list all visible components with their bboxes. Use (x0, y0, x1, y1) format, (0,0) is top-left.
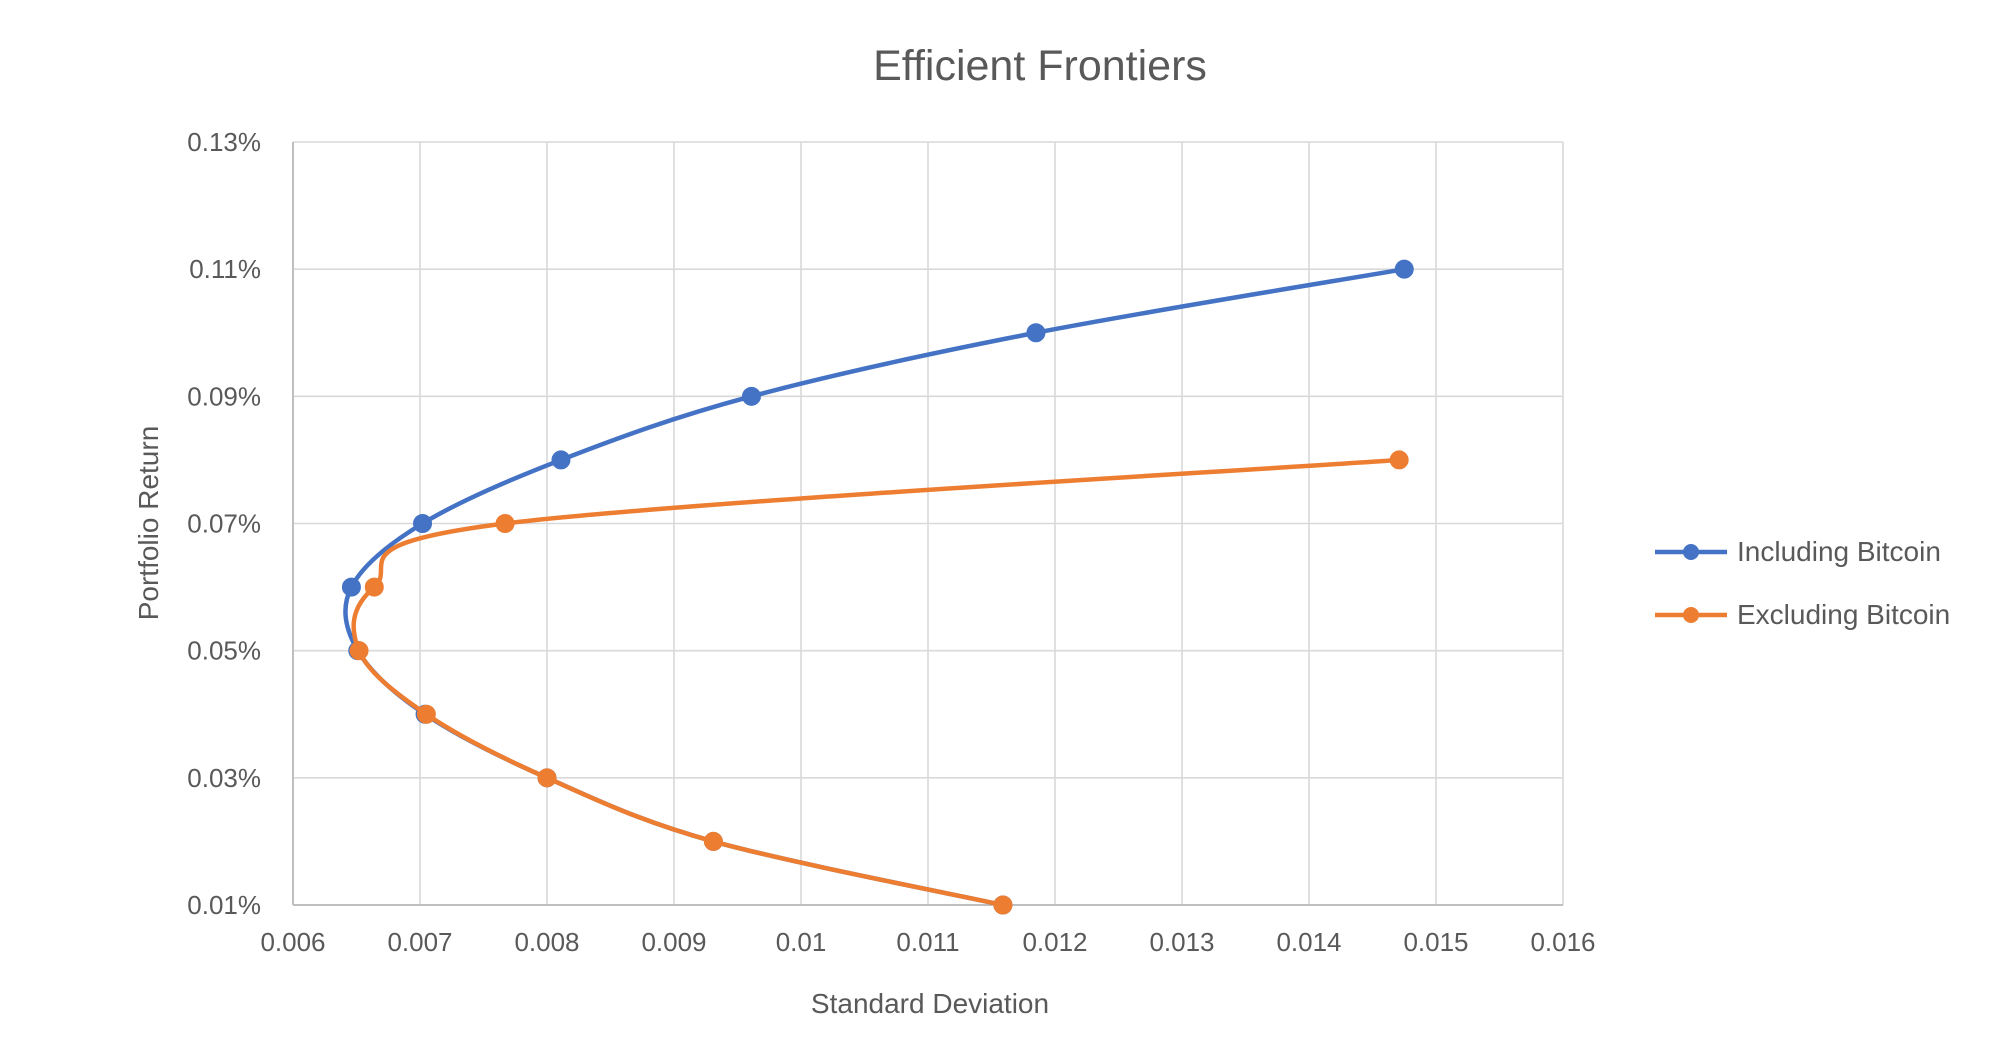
legend-item: Including Bitcoin (1655, 536, 1941, 567)
axes: 0.006 0.007 0.008 0.009 0.01 0.011 0.012 0.013 0… (187, 127, 1595, 957)
x-tick-label: 0.016 (1530, 927, 1595, 957)
data-point (993, 895, 1013, 915)
x-tick-label: 0.013 (1149, 927, 1214, 957)
x-tick-label: 0.006 (260, 927, 325, 957)
y-tick-label: 0.11% (189, 254, 261, 284)
legend-label: Including Bitcoin (1737, 536, 1941, 567)
y-tick-label: 0.03% (187, 763, 261, 793)
data-point (364, 577, 384, 597)
data-point (551, 450, 571, 470)
x-tick-label: 0.012 (1022, 927, 1087, 957)
data-point (413, 514, 433, 533)
legend-marker (1683, 544, 1699, 560)
data-point (703, 831, 723, 851)
y-tick-label: 0.01% (187, 890, 261, 920)
x-axis-label: Standard Deviation (811, 988, 1049, 1019)
x-tick-label: 0.014 (1276, 927, 1341, 957)
data-point (537, 768, 557, 788)
data-point (1394, 259, 1414, 279)
legend: Including Bitcoin Excluding Bitcoin (1655, 536, 1950, 630)
data-point (741, 386, 761, 406)
data-point (1026, 323, 1046, 343)
legend-label: Excluding Bitcoin (1737, 599, 1950, 630)
x-tick-label: 0.009 (641, 927, 706, 957)
data-point (416, 704, 436, 724)
x-tick-label: 0.015 (1403, 927, 1468, 957)
x-tick-label: 0.007 (387, 927, 452, 957)
x-tick-label: 0.01 (776, 927, 827, 957)
y-tick-label: 0.05% (187, 636, 261, 666)
y-tick-label: 0.07% (187, 509, 261, 539)
data-point (349, 641, 369, 661)
y-tick-label: 0.09% (187, 381, 261, 411)
legend-marker (1683, 607, 1699, 623)
x-tick-label: 0.011 (896, 927, 959, 957)
data-point (341, 577, 361, 597)
y-axis-label: Portfolio Return (133, 426, 164, 621)
data-point (1389, 450, 1409, 470)
series-excluding-bitcoin (349, 450, 1409, 915)
chart-title: Efficient Frontiers (873, 42, 1207, 90)
x-tick-label: 0.008 (514, 927, 579, 957)
legend-item: Excluding Bitcoin (1655, 599, 1950, 630)
data-point (495, 514, 515, 533)
y-tick-label: 0.13% (187, 127, 261, 157)
plot-series (341, 259, 1414, 915)
